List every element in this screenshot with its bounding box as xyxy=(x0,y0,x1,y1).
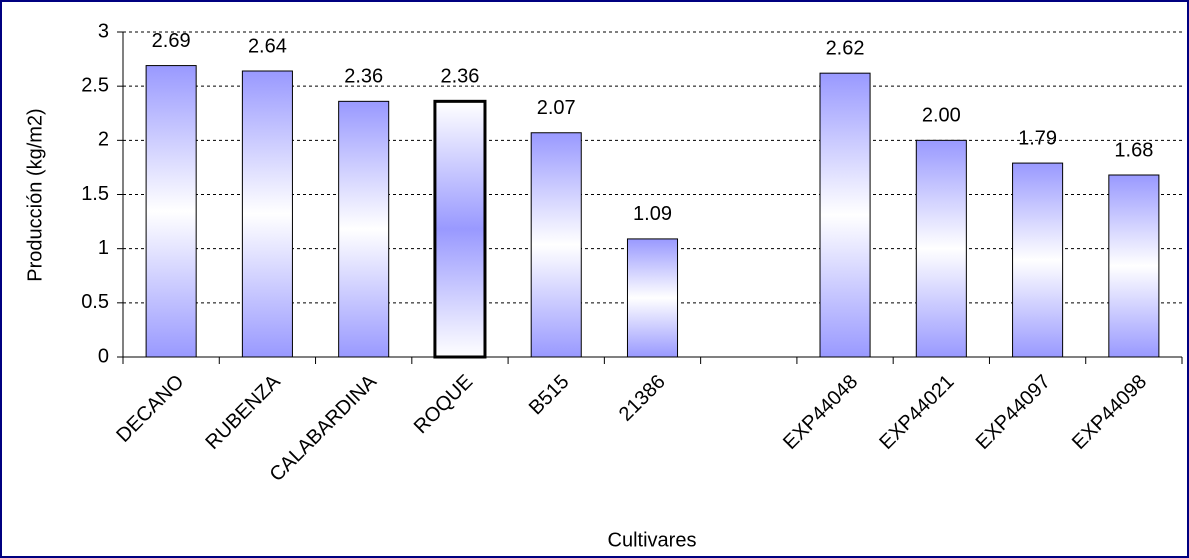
y-tick-label: 3 xyxy=(98,20,109,42)
bar xyxy=(1012,162,1064,358)
bar xyxy=(530,132,582,358)
bar xyxy=(1108,174,1160,358)
bar xyxy=(915,139,967,358)
bar xyxy=(241,70,293,358)
value-label: 2.36 xyxy=(440,66,479,88)
value-label: 1.68 xyxy=(1114,139,1153,161)
y-axis-label: Producción (kg/m2) xyxy=(24,108,46,281)
bar xyxy=(145,65,197,358)
value-label: 2.64 xyxy=(248,35,287,57)
bar xyxy=(338,100,390,358)
value-label: 2.00 xyxy=(922,105,961,127)
value-label: 2.69 xyxy=(152,30,191,52)
bar xyxy=(626,238,679,358)
y-tick-label: 2 xyxy=(98,129,109,151)
value-label: 2.62 xyxy=(826,37,865,59)
y-tick-label: 1.5 xyxy=(81,183,109,205)
x-axis-label: Cultivares xyxy=(608,529,697,551)
y-tick-label: 1 xyxy=(98,237,109,259)
bar xyxy=(819,72,871,358)
value-label: 2.36 xyxy=(344,66,383,88)
y-tick-label: 0 xyxy=(98,345,109,367)
y-tick-label: 0.5 xyxy=(81,291,109,313)
value-label: 2.07 xyxy=(537,97,576,119)
bar xyxy=(433,99,487,359)
value-label: 1.79 xyxy=(1018,127,1057,149)
y-tick-label: 2.5 xyxy=(81,74,109,96)
value-label: 1.09 xyxy=(633,203,672,225)
